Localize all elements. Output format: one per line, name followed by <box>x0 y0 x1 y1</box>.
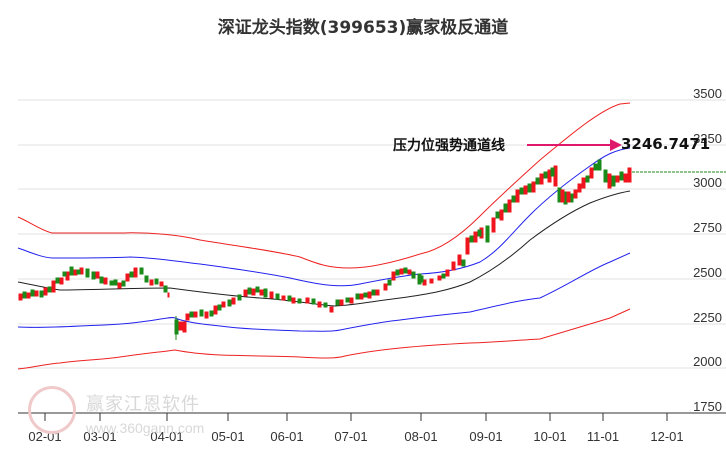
x-tick-label: 04-01 <box>150 429 184 444</box>
x-tick-label: 09-01 <box>469 429 503 444</box>
x-tick-label: 08-01 <box>404 429 438 444</box>
watermark-brand: 赢家江恩软件 <box>86 394 200 415</box>
y-tick-2000: 2000 <box>693 354 722 369</box>
x-tick-label: 11-01 <box>586 429 620 444</box>
watermark-logo-icon <box>28 386 76 434</box>
lower-outer-band <box>17 308 631 370</box>
y-tick-3000: 3000 <box>693 175 722 190</box>
x-tick-label: 06-01 <box>270 429 304 444</box>
x-tick-label: 12-01 <box>650 429 684 444</box>
annotation-value: 3246.7471 <box>621 135 711 153</box>
upper-outer-band <box>17 102 631 269</box>
x-tick-label: 07-01 <box>334 429 368 444</box>
x-tick-label: 10-01 <box>533 429 567 444</box>
annotation-arrowhead <box>610 139 622 151</box>
chart-title: 深证龙头指数(399653)赢家极反通道 <box>217 18 509 38</box>
middle-line <box>17 190 631 307</box>
candlesticks <box>18 159 632 340</box>
x-tick-label: 05-01 <box>211 429 245 444</box>
y-tick-3250: 3250 <box>693 131 722 146</box>
x-tick-label: 03-01 <box>83 429 117 444</box>
gridlines <box>18 99 726 369</box>
annotation-label: 压力位强势通道线 <box>393 138 505 154</box>
y-tick-2750: 2750 <box>693 220 722 235</box>
y-tick-2250: 2250 <box>693 310 722 325</box>
y-tick-2500: 2500 <box>693 265 722 280</box>
lower-inner-band <box>17 252 631 332</box>
watermark-url: www.360gann.com <box>86 420 205 436</box>
upper-inner-band <box>17 147 631 287</box>
y-tick-3500: 3500 <box>693 86 722 101</box>
y-tick-1750: 1750 <box>693 399 722 414</box>
